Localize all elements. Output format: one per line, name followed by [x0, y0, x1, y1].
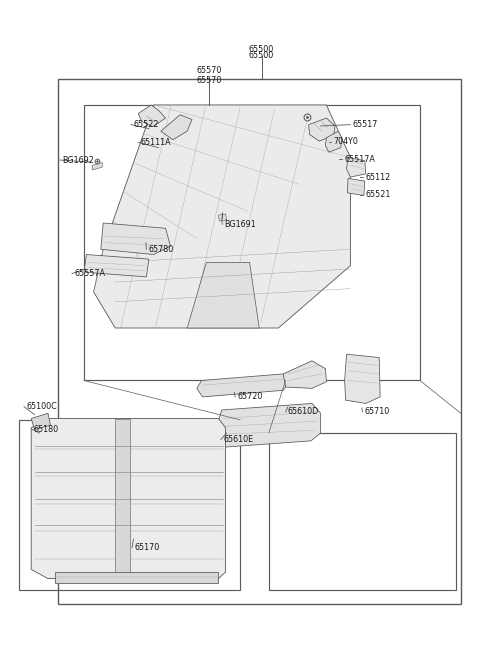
Polygon shape	[115, 419, 130, 579]
Text: 65521: 65521	[366, 190, 391, 199]
Text: 65610D: 65610D	[288, 407, 319, 417]
Text: 65500: 65500	[249, 45, 274, 54]
Text: 65710: 65710	[365, 407, 390, 417]
Bar	[58, 79, 461, 604]
Polygon shape	[347, 157, 366, 177]
Text: 65570: 65570	[196, 75, 221, 85]
Text: 65180: 65180	[34, 424, 59, 434]
Text: 65517A: 65517A	[345, 155, 375, 164]
Polygon shape	[348, 178, 365, 195]
Text: 65522: 65522	[133, 120, 159, 129]
Text: BG1692: BG1692	[62, 155, 94, 165]
Text: 65111A: 65111A	[141, 138, 171, 147]
Bar	[84, 105, 420, 380]
Text: 65170: 65170	[134, 543, 160, 552]
Polygon shape	[283, 361, 326, 388]
Text: 65100C: 65100C	[26, 402, 57, 411]
Text: 65720: 65720	[238, 392, 263, 401]
Polygon shape	[31, 419, 226, 579]
Bar	[19, 420, 240, 590]
Polygon shape	[197, 374, 288, 397]
Polygon shape	[187, 262, 259, 328]
Polygon shape	[345, 354, 380, 403]
Polygon shape	[325, 131, 342, 152]
Polygon shape	[31, 413, 50, 430]
Text: 65500: 65500	[249, 51, 274, 60]
Text: 65610E: 65610E	[223, 435, 253, 444]
Polygon shape	[92, 163, 102, 170]
Text: 704Y0: 704Y0	[334, 137, 359, 146]
Polygon shape	[218, 214, 227, 221]
Polygon shape	[84, 255, 149, 277]
Text: 65112: 65112	[366, 173, 391, 182]
Text: 65570: 65570	[196, 66, 221, 75]
Text: 65780: 65780	[149, 245, 174, 254]
Bar	[269, 433, 456, 590]
Polygon shape	[101, 223, 170, 255]
Polygon shape	[94, 105, 350, 328]
Text: 65517: 65517	[353, 120, 378, 129]
Polygon shape	[161, 115, 192, 140]
Polygon shape	[138, 105, 166, 127]
Text: BG1691: BG1691	[225, 220, 256, 229]
Polygon shape	[55, 572, 218, 583]
Text: 65557A: 65557A	[74, 269, 106, 278]
Polygon shape	[214, 403, 321, 447]
Polygon shape	[309, 118, 335, 141]
